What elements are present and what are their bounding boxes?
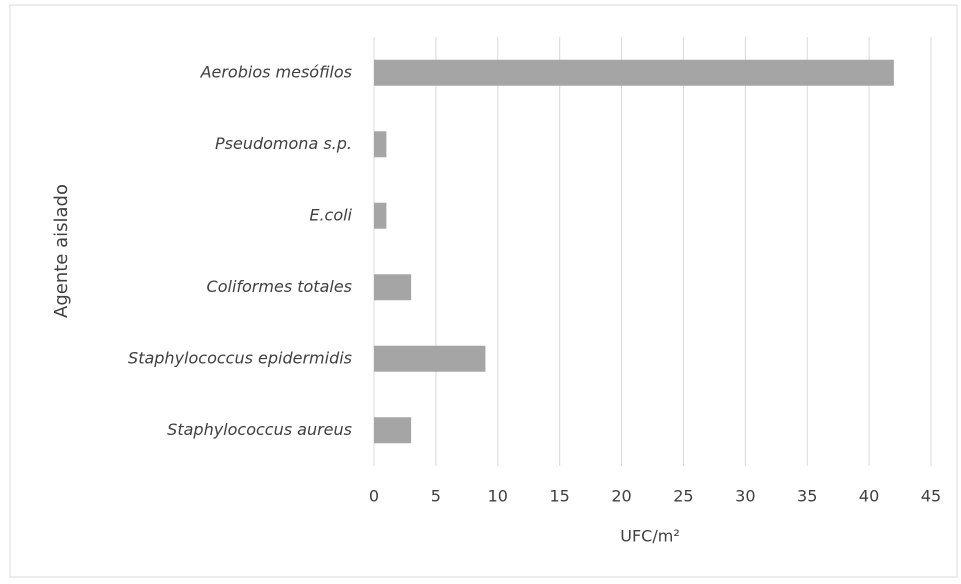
x-tick-label: 30	[735, 487, 755, 506]
x-tick-label: 20	[611, 487, 631, 506]
y-tick-label: Staphylococcus aureus	[167, 420, 352, 439]
y-tick-label: Staphylococcus epidermidis	[128, 348, 352, 367]
x-tick-label: 10	[488, 487, 508, 506]
y-tick-label: E.coli	[309, 205, 352, 224]
x-tick-label: 0	[369, 487, 379, 506]
x-tick-label: 35	[797, 487, 817, 506]
x-tick-label: 40	[859, 487, 879, 506]
bar	[374, 131, 387, 158]
bar	[374, 345, 486, 372]
bar	[374, 202, 387, 229]
y-tick-label: Coliformes totales	[207, 277, 352, 296]
y-tick-label: Aerobios mesófilos	[200, 62, 352, 81]
x-tick-label: 45	[921, 487, 941, 506]
bar	[374, 274, 412, 301]
x-tick-label: 5	[431, 487, 441, 506]
bar	[374, 59, 894, 86]
y-tick-label: Pseudomona s.p.	[215, 134, 352, 153]
chart-frame	[9, 4, 958, 578]
y-axis-label: Agente aislado	[51, 184, 72, 318]
x-tick-label: 25	[673, 487, 693, 506]
bar	[374, 417, 412, 444]
x-tick-label: 15	[549, 487, 569, 506]
x-axis-label: UFC/m²	[620, 527, 679, 546]
